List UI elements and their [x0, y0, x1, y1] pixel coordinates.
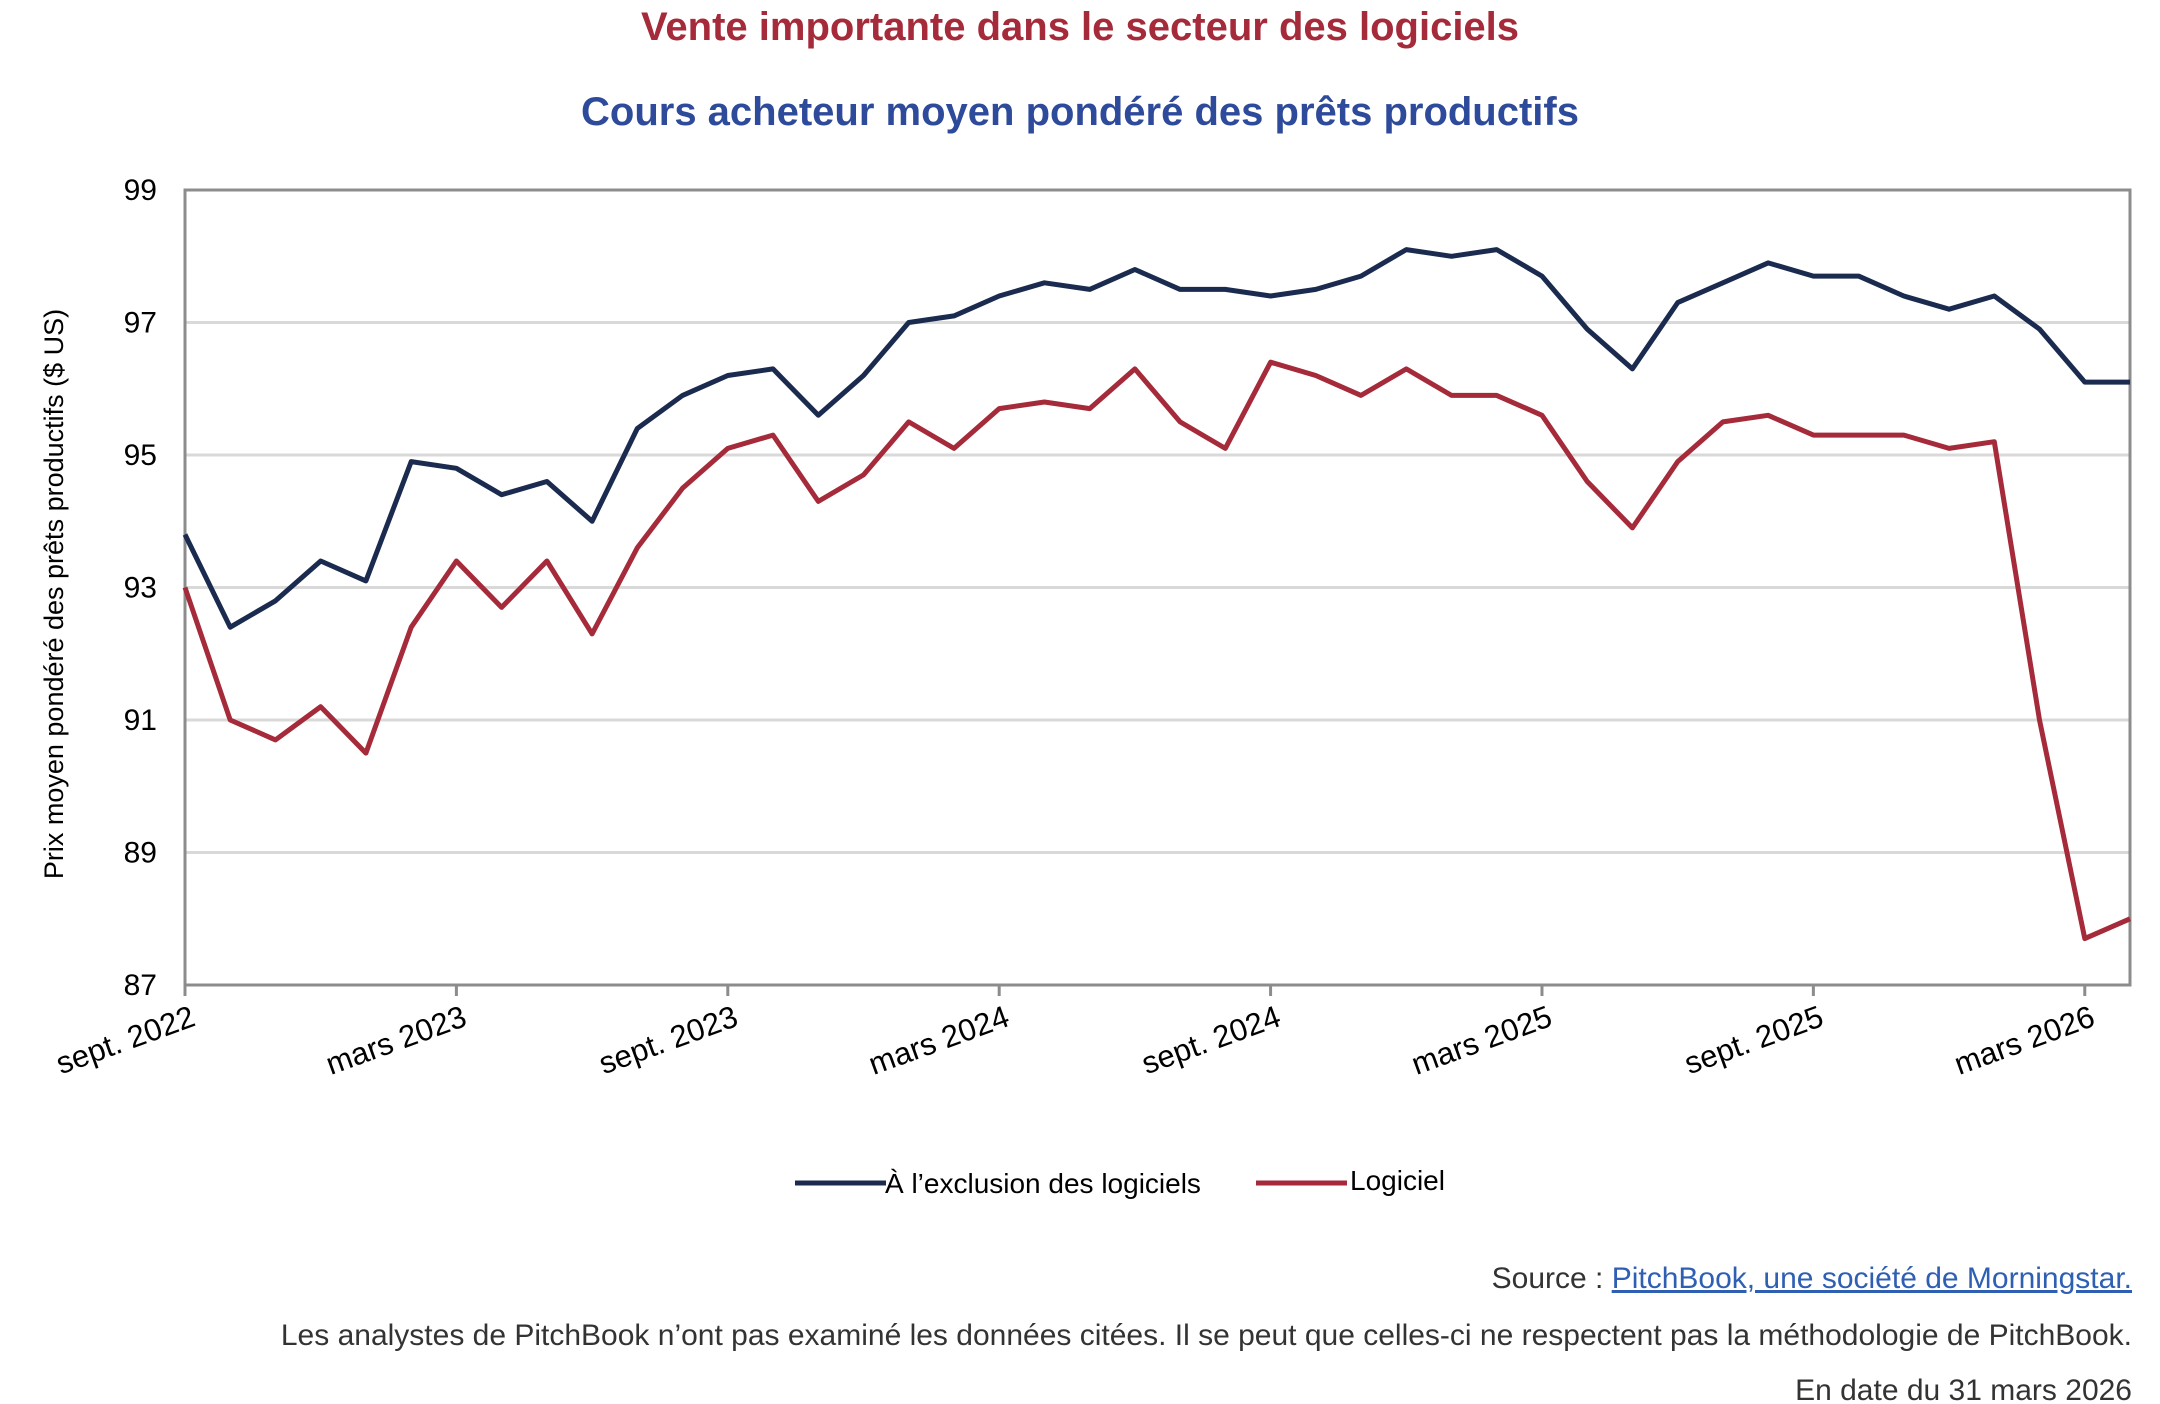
disclaimer: Les analystes de PitchBook n’ont pas exa… [281, 1319, 2132, 1352]
y-tick-label: 99 [124, 174, 157, 207]
y-tick-label: 89 [124, 837, 157, 870]
series-lines [182, 247, 2132, 942]
legend-label-excluding-software: À l’exclusion des logiciels [885, 1168, 1201, 1199]
source-prefix: Source : [1492, 1262, 1612, 1295]
y-tick-label: 91 [124, 704, 157, 737]
source-link[interactable]: PitchBook, une société de Morningstar. [1612, 1262, 2132, 1295]
y-axis-ticks: 87 89 91 93 95 97 99 [124, 174, 157, 1002]
series-line-software [182, 359, 2132, 942]
x-tick-label: mars 2026 [1950, 999, 2100, 1082]
y-axis-label: Prix moyen pondéré des prêts productifs … [39, 309, 69, 879]
x-axis-ticks: sept. 2022 mars 2023 sept. 2023 mars 2024 se… [51, 985, 2099, 1082]
chart-subtitle: Cours acheteur moyen pondéré des prêts p… [581, 90, 1579, 134]
x-tick-label: sept. 2022 [51, 999, 199, 1081]
source-line: Source : PitchBook, une société de Morni… [1492, 1262, 2132, 1295]
y-tick-label: 95 [124, 439, 157, 472]
series-line-excluding-software [182, 247, 2130, 630]
x-tick-label: mars 2025 [1407, 999, 1557, 1082]
x-tick-label: mars 2024 [864, 999, 1014, 1082]
legend: À l’exclusion des logiciels Logiciel [795, 1165, 1445, 1199]
y-tick-label: 87 [124, 969, 157, 1002]
as-of-date: En date du 31 mars 2026 [1795, 1374, 2132, 1404]
x-tick-label: sept. 2023 [594, 999, 742, 1081]
grid-lines [185, 188, 2130, 987]
chart-title: Vente importante dans le secteur des log… [641, 5, 1519, 49]
x-tick-label: mars 2023 [321, 999, 471, 1082]
y-tick-label: 97 [124, 307, 157, 340]
y-tick-label: 93 [124, 572, 157, 605]
legend-label-software: Logiciel [1350, 1165, 1445, 1196]
x-tick-label: sept. 2024 [1137, 999, 1285, 1081]
x-tick-label: sept. 2025 [1680, 999, 1828, 1081]
